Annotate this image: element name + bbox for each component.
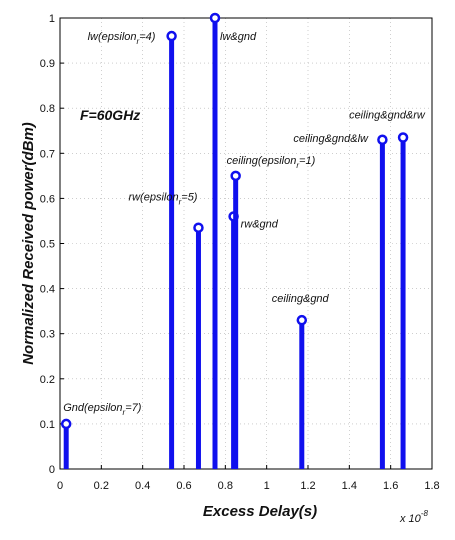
y-tick-label: 0.4 [40,284,55,296]
x-axis-multiplier: x 10-8 [399,509,428,525]
y-tick-label: 0.9 [40,58,55,70]
stem-annotation: ceiling&gnd [272,293,330,305]
x-tick-label: 0.6 [176,480,191,492]
y-tick-label: 0.3 [40,329,55,341]
y-tick-label: 1 [49,13,55,25]
inset-label: F=60GHz [80,107,140,123]
stem-annotation: lw&gnd [220,31,257,43]
stem-annotation: ceiling&gnd&rw [349,110,426,122]
x-tick-label: 0.2 [94,480,109,492]
y-axis-label: Normalized Received power(dBm) [20,122,37,365]
x-tick-label: 0.4 [135,480,150,492]
y-tick-label: 0.5 [40,239,55,251]
y-tick-label: 0.6 [40,193,55,205]
x-tick-label: 1.2 [300,480,315,492]
stem-marker [296,314,308,326]
stem-annotation: lw(epsilonr=4) [88,31,156,46]
y-tick-label: 0.8 [40,103,55,115]
stem-marker [397,132,409,143]
stem-annotation: rw&gnd [241,218,279,230]
x-tick-label: 1 [264,480,270,492]
stem-annotation: ceiling(epsilonr=1) [227,155,316,170]
stem-annotation: rw(epsilonr=5) [128,192,197,207]
x-tick-label: 1.4 [342,480,357,492]
y-tick-label: 0.7 [40,148,55,160]
stem-marker [60,418,72,430]
x-tick-label: 0 [57,480,63,492]
y-tick-label: 0 [49,464,55,476]
x-axis-label: Excess Delay(s) [203,503,317,520]
stem-marker [166,30,177,42]
stem-marker [209,12,221,24]
y-tick-label: 0.2 [40,374,55,386]
stem-marker [193,222,204,233]
x-tick-label: 1.6 [383,480,398,492]
y-tick-label: 0.1 [40,419,55,431]
stem-annotation: Gnd(epsilonr=7) [63,402,142,417]
x-tick-label: 1.8 [424,480,439,492]
stem-marker [230,170,241,182]
stem-marker [377,134,388,146]
stem-annotation: ceiling&gnd&lw [293,133,369,145]
x-tick-label: 0.8 [218,480,233,492]
